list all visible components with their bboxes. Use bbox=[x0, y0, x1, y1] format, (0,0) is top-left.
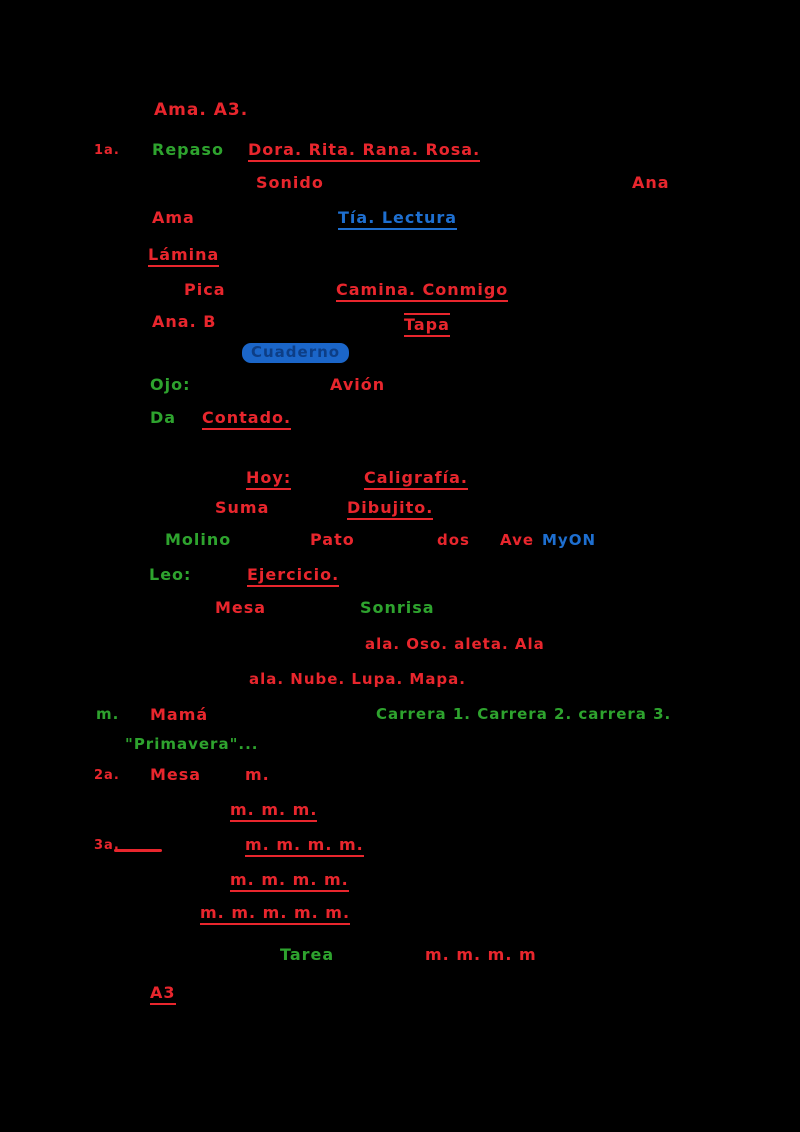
word-a3-bottom: A3 bbox=[150, 983, 176, 1006]
word-tapa: Tapa bbox=[404, 313, 450, 338]
blue-phrase-lectura: Tía. Lectura bbox=[338, 208, 458, 231]
green-primavera: "Primavera"... bbox=[125, 735, 259, 753]
green-word-sonrisa: Sonrisa bbox=[360, 598, 435, 617]
green-carreras: Carrera 1. Carrera 2. carrera 3. bbox=[376, 705, 672, 723]
word-mama: Mamá bbox=[150, 705, 209, 724]
practice-row-3: m. m. m. m. bbox=[230, 870, 349, 893]
green-word-molino: Molino bbox=[165, 530, 232, 549]
word-dibujito: Dibujito. bbox=[347, 498, 434, 521]
word-list-1: Dora. Rita. Rana. Rosa. bbox=[248, 140, 481, 163]
word-caligrafia: Caligrafía. bbox=[364, 468, 468, 491]
margin-dash bbox=[114, 849, 162, 852]
word-lamina: Lámina bbox=[148, 245, 220, 268]
phrase-camina-conmigo: Camina. Conmigo bbox=[336, 280, 509, 303]
practice-m-single: m. bbox=[245, 765, 270, 784]
word-ave: Ave bbox=[500, 531, 535, 549]
heading-line: Ama. A3. bbox=[154, 100, 249, 120]
green-label-ojo: Ojo: bbox=[150, 375, 191, 394]
word-pato: Pato bbox=[310, 530, 355, 549]
green-label-leo: Leo: bbox=[149, 565, 192, 584]
word-hoy: Hoy: bbox=[246, 468, 292, 491]
word-row-2: ala. Nube. Lupa. Mapa. bbox=[249, 670, 466, 688]
margin-label-2: 2a. bbox=[94, 768, 120, 783]
word-mesa-2: Mesa bbox=[150, 765, 202, 784]
word-sonido: Sonido bbox=[256, 173, 324, 192]
word-mesa: Mesa bbox=[215, 598, 267, 617]
section-label-repaso: Repaso bbox=[152, 140, 224, 159]
word-dos: dos bbox=[437, 531, 470, 549]
word-ana-right: Ana bbox=[632, 173, 670, 192]
word-ejercicio: Ejercicio. bbox=[247, 565, 340, 588]
word-contado: Contado. bbox=[202, 408, 292, 431]
blue-word-myon: MyON bbox=[542, 531, 597, 549]
word-avion: Avión bbox=[330, 375, 386, 394]
practice-row-4: m. m. m. m. m. bbox=[200, 903, 351, 926]
word-suma: Suma bbox=[215, 498, 270, 517]
green-label-tarea: Tarea bbox=[280, 945, 335, 964]
practice-row-5: m. m. m. m bbox=[425, 945, 537, 964]
blue-highlight-pill: Cuaderno bbox=[242, 343, 350, 364]
green-label-da: Da bbox=[150, 408, 177, 427]
margin-label-1: 1a. bbox=[94, 143, 120, 158]
margin-label-3: 3a. bbox=[94, 838, 120, 853]
word-row-1: ala. Oso. aleta. Ala bbox=[365, 635, 545, 653]
practice-row-1: m. m. m. bbox=[230, 800, 318, 823]
word-ana-b: Ana. B bbox=[152, 312, 217, 331]
green-margin-m: m. bbox=[96, 705, 120, 723]
word-ama: Ama bbox=[152, 208, 195, 227]
practice-row-2: m. m. m. m. bbox=[245, 835, 364, 858]
word-pica: Pica bbox=[184, 280, 226, 299]
